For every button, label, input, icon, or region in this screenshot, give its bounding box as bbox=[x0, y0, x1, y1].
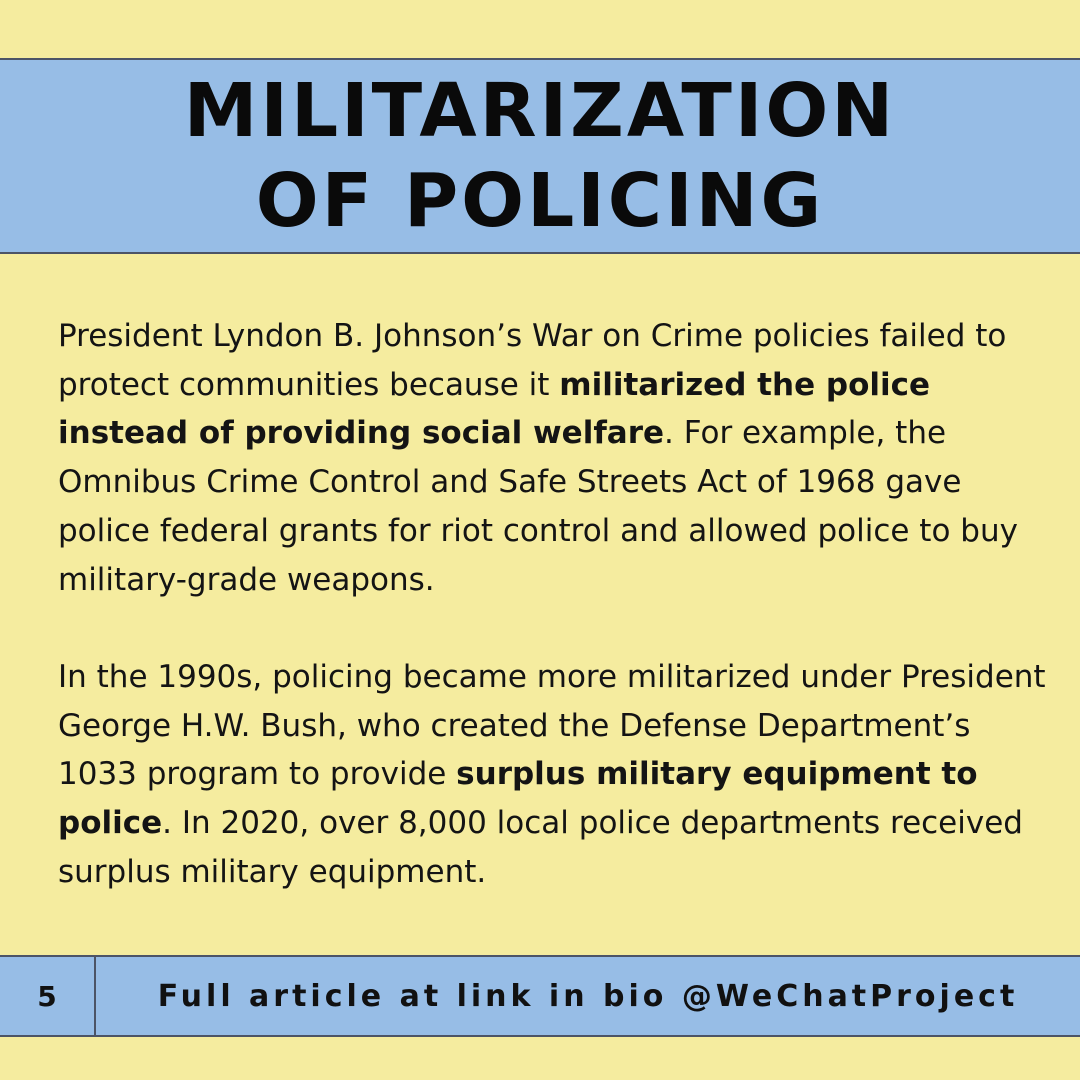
page-title-line-1: MILITARIZATION bbox=[183, 68, 897, 154]
page-number: 5 bbox=[0, 957, 96, 1035]
paragraph-2-text-end: . In 2020, over 8,000 local police depar… bbox=[58, 805, 1023, 890]
paragraph-1-bold-phrase: militarized the police instead of provid… bbox=[58, 366, 931, 452]
footer-banner: 5 Full article at link in bio @WeChatPro… bbox=[0, 955, 1080, 1037]
paragraph-2-text-start: In the 1990s, policing became more milit… bbox=[58, 658, 1046, 793]
paragraph-1-text-end: . For example, the Omnibus Crime Control… bbox=[58, 415, 1018, 598]
paragraph-1: President Lyndon B. Johnson’s War on Cri… bbox=[58, 312, 1048, 604]
page-title-line-2: OF POLICING bbox=[255, 158, 825, 244]
article-body: President Lyndon B. Johnson’s War on Cri… bbox=[58, 312, 1048, 896]
paragraph-2-bold-phrase: surplus military equipment to police bbox=[58, 756, 978, 842]
paragraph-2: In the 1990s, policing became more milit… bbox=[58, 653, 1048, 897]
paragraph-1-text-start: President Lyndon B. Johnson’s War on Cri… bbox=[58, 318, 1007, 403]
footer-caption: Full article at link in bio @WeChatProje… bbox=[157, 978, 1019, 1014]
title-banner: MILITARIZATION OF POLICING bbox=[0, 58, 1080, 254]
